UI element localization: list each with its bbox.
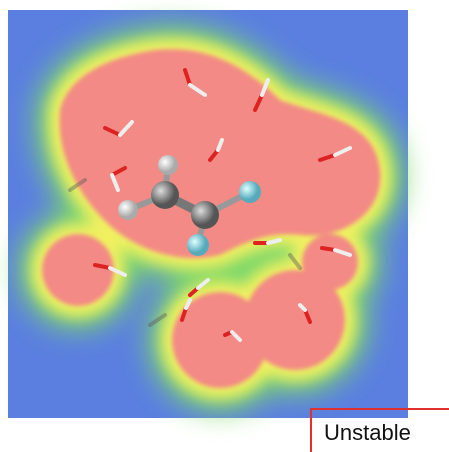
hydrogen-atom bbox=[118, 200, 138, 220]
carbon-atom bbox=[151, 181, 179, 209]
state-label: Unstable bbox=[310, 408, 449, 452]
body: Unstable (() => { const data = JSON.pars… bbox=[0, 0, 449, 452]
page: {"label": "Unstable"} html, body { margi… bbox=[0, 0, 449, 452]
fluorine-atom bbox=[187, 234, 209, 256]
hydrogen-atom bbox=[158, 155, 178, 175]
simulation-figure bbox=[0, 0, 449, 452]
carbon-atom bbox=[191, 201, 219, 229]
fluorine-atom bbox=[239, 181, 261, 203]
